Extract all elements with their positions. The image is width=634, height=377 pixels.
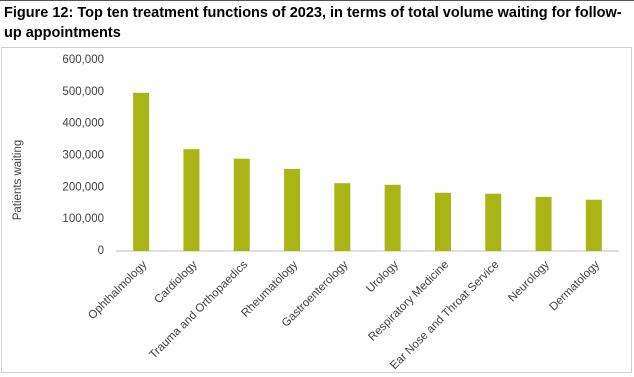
x-tick-label: Ophthalmology [86,259,149,322]
x-tick-label: Dermatology [548,259,603,314]
bar [384,184,401,251]
x-tick-label: Ear Nose and Throat Service [388,259,501,372]
bar [334,183,351,251]
bar [133,92,150,251]
chart-title: Figure 12: Top ten treatment functions o… [4,5,622,41]
bar [183,149,200,251]
y-tick-label: 300,000 [62,150,104,162]
y-tick-label: 100,000 [62,213,104,225]
y-tick-label: 500,000 [62,86,104,98]
bar [585,199,602,251]
bar [535,196,552,251]
y-tick-label: 200,000 [62,181,104,193]
x-tick-label: Cardiology [152,259,200,307]
bar [485,193,502,251]
chart-frame [1,47,632,373]
bar [284,168,301,251]
y-axis-label: Patients waiting [12,140,24,221]
x-tick-label: Neurology [506,259,552,305]
bar [434,192,451,251]
bar [233,158,250,251]
y-tick-label: 600,000 [62,54,104,66]
top-rule [0,0,634,1]
x-tick-label: Trauma and Orthopaedics [147,259,250,362]
y-tick-label: 400,000 [62,118,104,130]
y-tick-label: 0 [98,245,104,257]
x-tick-label: Urology [364,259,401,296]
